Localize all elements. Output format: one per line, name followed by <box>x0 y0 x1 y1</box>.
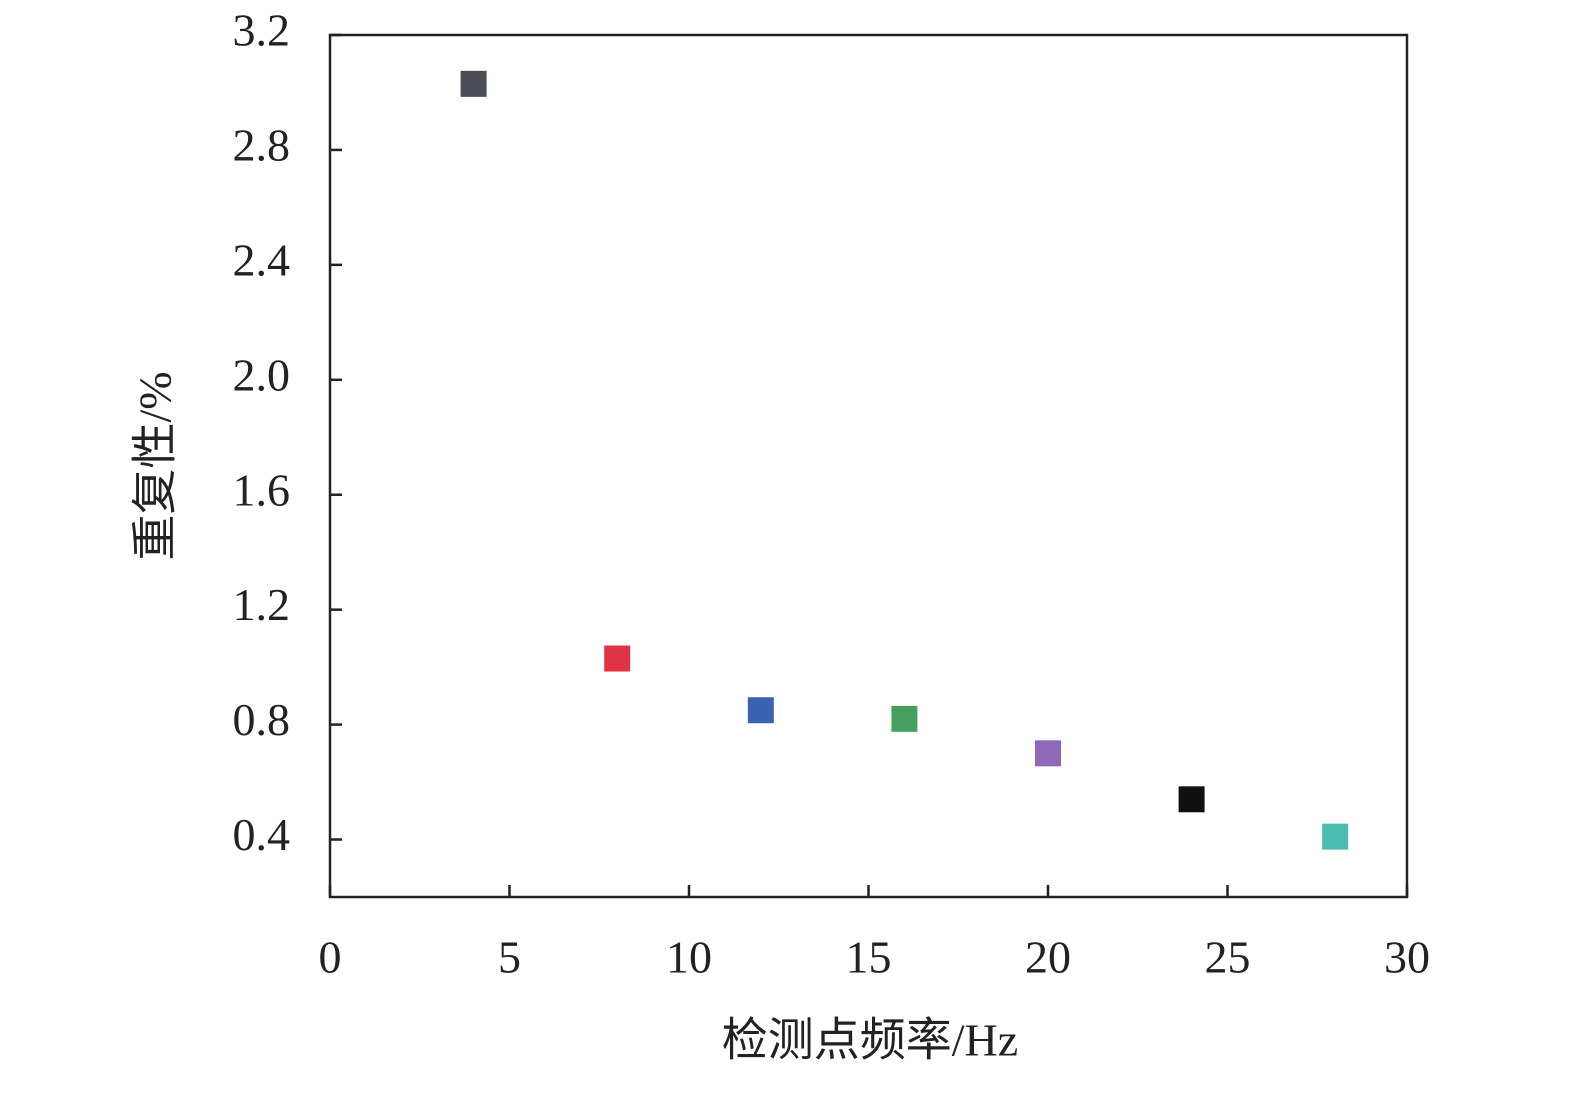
point <box>1178 786 1205 813</box>
point <box>604 645 631 672</box>
y-tick-label: 2.0 <box>233 349 291 400</box>
x-tick-label: 10 <box>666 932 712 983</box>
y-tick-label: 0.4 <box>233 809 291 860</box>
point <box>891 705 918 732</box>
point <box>1035 740 1061 767</box>
x-tick-label: 0 <box>319 932 342 983</box>
point <box>460 70 487 97</box>
plot-frame <box>328 33 1409 899</box>
x-tick-label: 30 <box>1384 932 1430 983</box>
y-tick-label: 0.8 <box>233 694 291 745</box>
x-tick-label: 15 <box>846 932 892 983</box>
y-tick-label: 2.8 <box>233 119 291 170</box>
x-axis-label: 检测点频率/Hz <box>722 1015 1018 1066</box>
y-axis-label: 重复性/% <box>130 371 181 560</box>
point <box>1322 823 1349 850</box>
point <box>747 697 774 724</box>
y-tick-label: 2.4 <box>233 234 291 285</box>
x-tick-label: 20 <box>1025 932 1071 983</box>
x-tick-label: 5 <box>498 932 521 983</box>
x-tick-label: 25 <box>1205 932 1251 983</box>
y-tick-label: 3.2 <box>233 5 291 56</box>
y-tick-label: 1.6 <box>233 464 291 515</box>
y-tick-label: 1.2 <box>233 579 291 630</box>
